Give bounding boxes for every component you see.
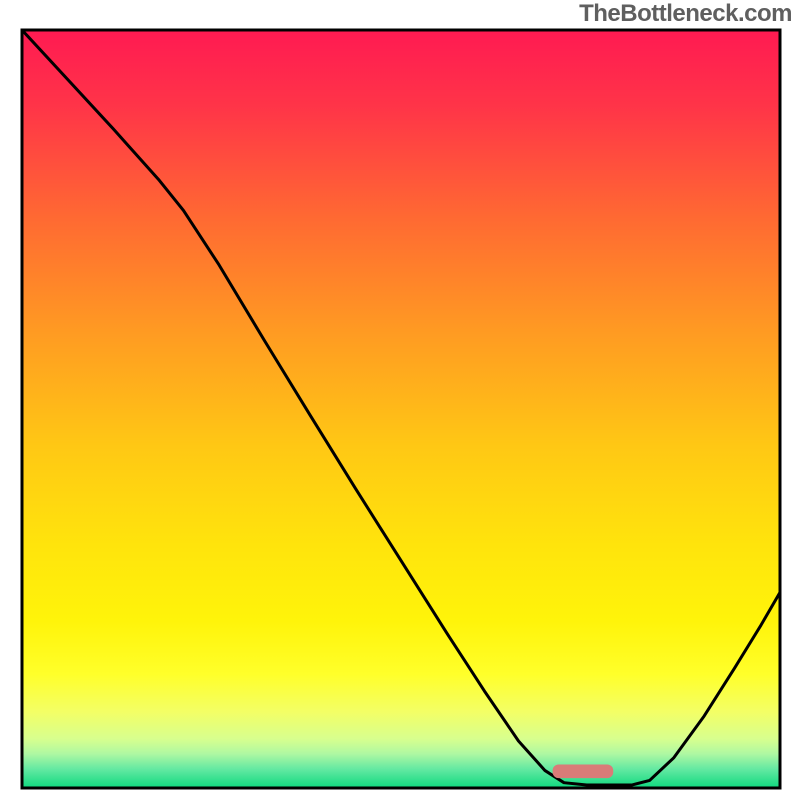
chart-container: TheBottleneck.com: [0, 0, 800, 800]
optimal-range-marker: [553, 765, 614, 779]
watermark-text: TheBottleneck.com: [579, 0, 792, 28]
gradient-background: [22, 30, 780, 788]
bottleneck-curve-plot: [0, 0, 800, 800]
